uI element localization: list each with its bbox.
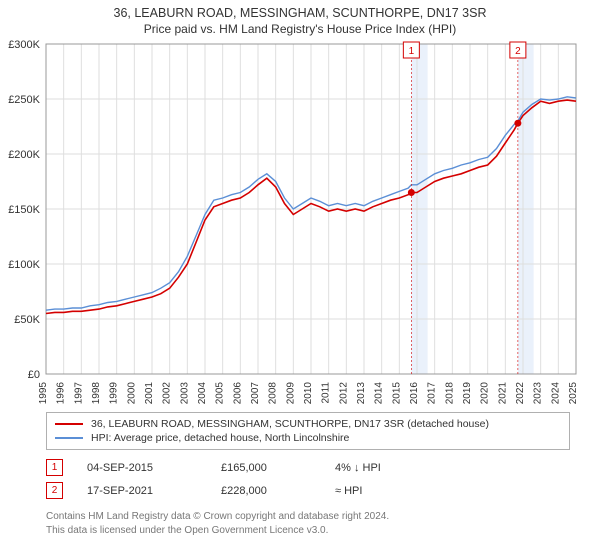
- svg-text:2023: 2023: [533, 382, 544, 405]
- marker-delta: 4% ↓ HPI: [335, 462, 381, 474]
- marker-date: 17-SEP-2021: [87, 485, 197, 497]
- svg-text:£150K: £150K: [8, 204, 40, 216]
- svg-text:2007: 2007: [250, 382, 261, 405]
- marker-box: 2: [46, 482, 63, 499]
- svg-text:2012: 2012: [338, 382, 349, 405]
- svg-text:2009: 2009: [285, 382, 296, 405]
- svg-text:2006: 2006: [232, 382, 243, 405]
- legend-swatch: [55, 437, 83, 439]
- svg-text:2001: 2001: [144, 382, 155, 405]
- svg-text:2: 2: [515, 46, 521, 57]
- svg-text:2000: 2000: [126, 382, 137, 405]
- marker-table: 1 04-SEP-2015 £165,000 4% ↓ HPI 2 17-SEP-2021…: [46, 456, 570, 502]
- footer-line-1: Contains HM Land Registry data © Crown c…: [46, 510, 570, 524]
- svg-text:2010: 2010: [303, 382, 314, 405]
- svg-text:£50K: £50K: [14, 314, 40, 326]
- svg-text:2022: 2022: [515, 382, 526, 405]
- footer-attribution: Contains HM Land Registry data © Crown c…: [46, 510, 570, 537]
- svg-text:2019: 2019: [462, 382, 473, 405]
- svg-text:1995: 1995: [38, 382, 49, 405]
- price-chart: £0 £50K £100K £150K £200K £250K £300K 1995 1996 1…: [0, 36, 600, 406]
- legend-swatch: [55, 423, 83, 425]
- svg-text:2011: 2011: [321, 382, 332, 404]
- legend-label: HPI: Average price, detached house, Nort…: [91, 432, 349, 444]
- svg-text:2016: 2016: [409, 382, 420, 405]
- legend-row: 36, LEABURN ROAD, MESSINGHAM, SCUNTHORPE…: [55, 417, 561, 431]
- legend-label: 36, LEABURN ROAD, MESSINGHAM, SCUNTHORPE…: [91, 418, 489, 430]
- marker-date: 04-SEP-2015: [87, 462, 197, 474]
- svg-text:2004: 2004: [197, 382, 208, 405]
- svg-text:2020: 2020: [480, 382, 491, 405]
- svg-text:2014: 2014: [374, 382, 385, 405]
- svg-text:1998: 1998: [91, 382, 102, 405]
- svg-text:1999: 1999: [109, 382, 120, 405]
- page-title: 36, LEABURN ROAD, MESSINGHAM, SCUNTHORPE…: [0, 0, 600, 20]
- footer-line-2: This data is licensed under the Open Gov…: [46, 524, 570, 538]
- marker-box: 1: [46, 459, 63, 476]
- svg-text:£200K: £200K: [8, 149, 40, 161]
- chart-svg: £0 £50K £100K £150K £200K £250K £300K 1995 1996 1…: [0, 36, 600, 406]
- svg-text:2018: 2018: [444, 382, 455, 405]
- svg-text:1: 1: [409, 46, 415, 57]
- legend: 36, LEABURN ROAD, MESSINGHAM, SCUNTHORPE…: [46, 412, 570, 450]
- marker-delta: ≈ HPI: [335, 485, 362, 497]
- svg-text:2021: 2021: [497, 382, 508, 405]
- svg-text:2003: 2003: [179, 382, 190, 405]
- page-subtitle: Price paid vs. HM Land Registry's House …: [0, 20, 600, 36]
- marker-price: £228,000: [221, 485, 311, 497]
- svg-text:£300K: £300K: [8, 39, 40, 51]
- svg-text:1997: 1997: [73, 382, 84, 405]
- svg-text:£100K: £100K: [8, 259, 40, 271]
- svg-text:2013: 2013: [356, 382, 367, 405]
- svg-text:2005: 2005: [215, 382, 226, 405]
- marker-row: 1 04-SEP-2015 £165,000 4% ↓ HPI: [46, 456, 570, 479]
- svg-text:2024: 2024: [550, 382, 561, 405]
- legend-row: HPI: Average price, detached house, Nort…: [55, 431, 561, 445]
- svg-text:2017: 2017: [427, 382, 438, 405]
- svg-text:£0: £0: [28, 369, 40, 381]
- svg-text:2008: 2008: [268, 382, 279, 405]
- marker-row: 2 17-SEP-2021 £228,000 ≈ HPI: [46, 479, 570, 502]
- svg-text:2015: 2015: [391, 382, 402, 405]
- svg-text:£250K: £250K: [8, 94, 40, 106]
- svg-text:1996: 1996: [56, 382, 67, 405]
- marker-price: £165,000: [221, 462, 311, 474]
- svg-text:2025: 2025: [568, 382, 579, 405]
- svg-text:2002: 2002: [162, 382, 173, 405]
